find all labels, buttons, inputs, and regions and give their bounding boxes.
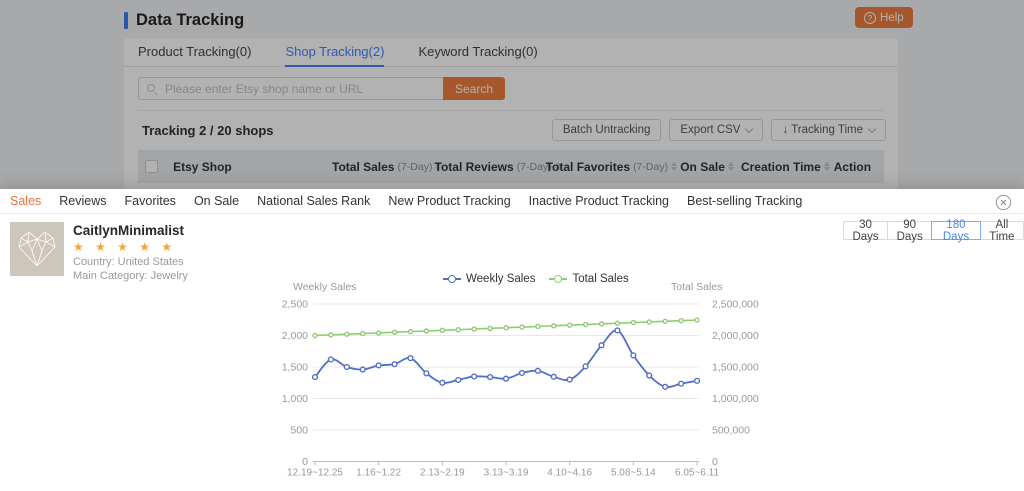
svg-text:1,500: 1,500	[282, 362, 308, 374]
svg-text:0: 0	[302, 456, 308, 468]
svg-text:500,000: 500,000	[712, 425, 750, 437]
svg-text:2.13~2.19: 2.13~2.19	[420, 468, 465, 479]
svg-text:4.10~4.16: 4.10~4.16	[547, 468, 592, 479]
svg-text:1,000,000: 1,000,000	[712, 393, 759, 405]
svg-text:2,500,000: 2,500,000	[712, 299, 759, 311]
svg-text:0: 0	[712, 456, 718, 468]
shop-detail-modal: Sales Reviews Favorites On Sale National…	[0, 189, 1024, 491]
svg-text:2,000,000: 2,000,000	[712, 330, 759, 342]
svg-text:3.13~3.19: 3.13~3.19	[484, 468, 529, 479]
svg-text:500: 500	[290, 425, 308, 437]
svg-text:2,500: 2,500	[282, 299, 308, 311]
svg-text:5.08~5.14: 5.08~5.14	[611, 468, 656, 479]
range-180-days[interactable]: 180 Days	[931, 221, 981, 240]
svg-text:1,500,000: 1,500,000	[712, 362, 759, 374]
svg-text:1.16~1.22: 1.16~1.22	[356, 468, 401, 479]
svg-text:1,000: 1,000	[282, 393, 308, 405]
svg-text:12.19~12.25: 12.19~12.25	[287, 468, 343, 479]
sales-line-chart[interactable]: 2,500 2,500,000 2,000 2,000,000 1,500 1,500,0…	[0, 189, 1024, 491]
svg-text:6.05~6.11: 6.05~6.11	[675, 468, 719, 479]
svg-text:2,000: 2,000	[282, 330, 308, 342]
